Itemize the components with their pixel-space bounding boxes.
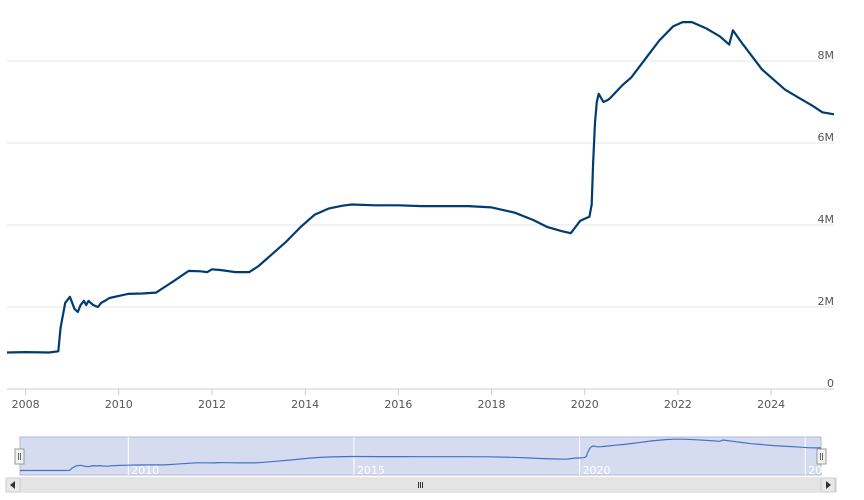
navigator-handle-right[interactable] <box>816 448 827 465</box>
navigator-tick-label: 2020 <box>583 464 611 477</box>
navigator-series-line <box>20 438 822 472</box>
y-tick-label: 6M <box>818 131 835 144</box>
scroll-right-button[interactable] <box>820 477 836 493</box>
arrow-right-icon <box>826 481 831 489</box>
x-tick-label: 2024 <box>757 398 785 411</box>
y-tick-label: 2M <box>818 295 835 308</box>
x-tick-label: 2018 <box>478 398 506 411</box>
navigator[interactable]: 2010 2015 2020 2025 <box>14 436 836 477</box>
x-axis: 2008 2010 2012 2014 2016 2018 2020 2022 2024 <box>12 389 785 411</box>
navigator-tick-label: 2010 <box>131 464 159 477</box>
x-tick-label: 2014 <box>291 398 319 411</box>
navigator-handle-left[interactable] <box>14 448 25 465</box>
y-tick-label: 8M <box>818 49 835 62</box>
x-tick-label: 2008 <box>12 398 40 411</box>
x-tick-label: 2016 <box>384 398 412 411</box>
navigator-tick-label: 2015 <box>357 464 385 477</box>
x-tick-label: 2020 <box>571 398 599 411</box>
x-tick-label: 2012 <box>198 398 226 411</box>
navigator-tick-label: 2025 <box>808 464 836 477</box>
scroll-left-button[interactable] <box>5 477 21 493</box>
y-tick-label: 4M <box>818 213 835 226</box>
grid-lines <box>7 60 834 390</box>
y-tick-label: 0 <box>827 377 834 390</box>
grip-icon <box>418 482 423 488</box>
x-tick-label: 2010 <box>105 398 133 411</box>
scrollbar[interactable] <box>5 477 837 493</box>
x-tick-label: 2022 <box>664 398 692 411</box>
navigator-axis: 2010 2015 2020 2025 <box>131 464 836 477</box>
series-line <box>6 21 835 354</box>
y-axis: 0 2M 4M 6M 8M <box>818 49 835 390</box>
arrow-left-icon <box>10 481 15 489</box>
